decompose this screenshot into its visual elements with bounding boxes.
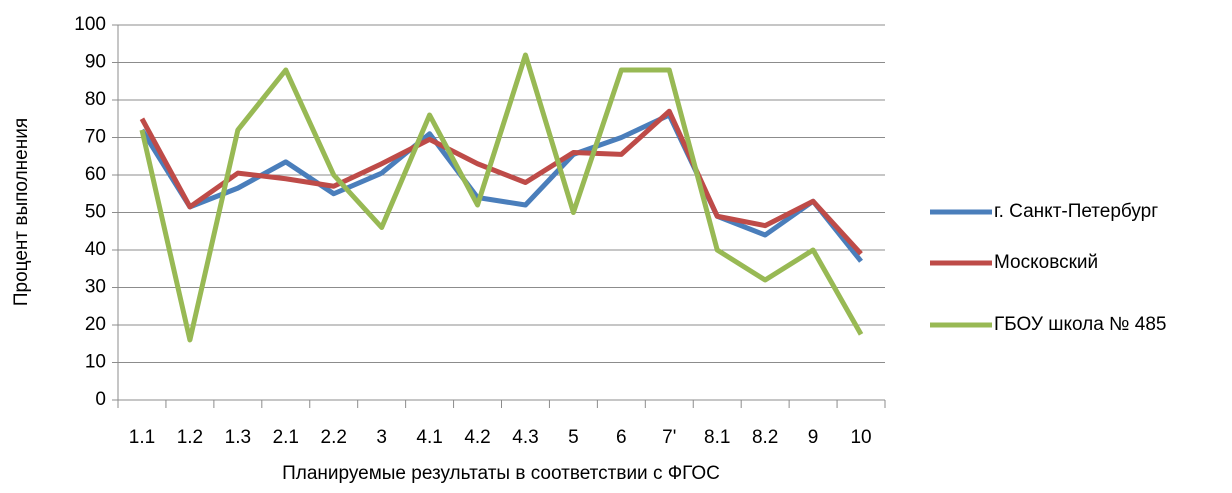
x-tick-label: 2.2 [321, 427, 347, 448]
x-tick-label: 4.2 [464, 427, 490, 448]
series-line [139, 108, 863, 256]
x-tick-label: 10 [850, 427, 871, 448]
y-tick-label: 70 [85, 127, 106, 148]
y-tick-label: 40 [85, 239, 106, 260]
y-tick-label: 60 [85, 164, 106, 185]
x-tick-label: 1.3 [225, 427, 251, 448]
x-tick-label: 6 [616, 427, 627, 448]
x-tick-label: 3 [376, 427, 387, 448]
y-tick-label: 30 [85, 277, 106, 298]
x-tick-label: 2.1 [273, 427, 299, 448]
x-tick-label: 8.1 [704, 427, 730, 448]
x-tick-label: 5 [568, 427, 579, 448]
y-tick-label: 80 [85, 89, 106, 110]
y-tick-label: 10 [85, 352, 106, 373]
y-axis-title: Процент выполнения [11, 118, 32, 306]
x-tick-label: 9 [808, 427, 819, 448]
legend-label: г. Санкт-Петербург [994, 201, 1158, 222]
x-tick-label: 4.3 [512, 427, 538, 448]
x-axis-title: Планируемые результаты в соответствии с … [282, 463, 720, 484]
legend-label: ГБОУ школа № 485 [994, 314, 1166, 335]
x-tick-label: 8.2 [752, 427, 778, 448]
y-tick-label: 20 [85, 314, 106, 335]
y-tick-label: 100 [74, 14, 106, 35]
series-line [139, 52, 864, 343]
x-tick-label: 1.2 [177, 427, 203, 448]
x-tick-label: 4.1 [416, 427, 442, 448]
y-tick-label: 50 [85, 202, 106, 223]
y-tick-label: 90 [85, 52, 106, 73]
legend-label: Московский [994, 252, 1098, 273]
x-tick-label: 1.1 [129, 427, 155, 448]
x-tick-label: 7' [662, 427, 676, 448]
y-tick-label: 0 [95, 389, 106, 410]
